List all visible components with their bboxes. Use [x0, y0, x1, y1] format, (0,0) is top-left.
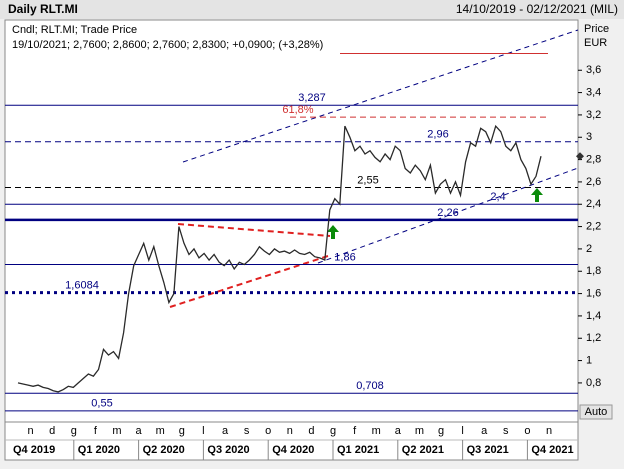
month-label: a	[136, 425, 143, 437]
y-tick-label: 0,8	[586, 377, 601, 389]
y-tick-label: 3,4	[586, 86, 601, 98]
quarter-label: Q2 2021	[402, 444, 444, 456]
auto-button-label[interactable]: Auto	[585, 406, 608, 418]
y-tick-label: 2,6	[586, 176, 601, 188]
month-label: s	[503, 425, 509, 437]
level-label: 2,55	[357, 174, 378, 186]
level-label: 0,708	[356, 380, 384, 392]
month-label: m	[372, 425, 381, 437]
trend-channel-upper	[182, 29, 579, 163]
y-tick-label: 2,2	[586, 220, 601, 232]
month-label: a	[222, 425, 229, 437]
level-label: 0,55	[91, 398, 112, 410]
month-label: m	[112, 425, 121, 437]
month-label: d	[308, 425, 314, 437]
level-label: 1,6084	[65, 280, 99, 292]
month-label: g	[71, 425, 77, 437]
buy-arrow	[327, 225, 339, 239]
info-text: 19/10/2021; 2,7600; 2,8600; 2,7600; 2,83…	[12, 39, 323, 51]
month-label: g	[179, 425, 185, 437]
month-label: a	[395, 425, 402, 437]
level-label: 2,26	[437, 207, 458, 219]
y-tick-label: 2,8	[586, 153, 601, 165]
last-price-marker	[576, 152, 584, 161]
month-label: f	[94, 425, 98, 437]
y-tick-label: 1,8	[586, 265, 601, 277]
month-label: n	[28, 425, 34, 437]
month-label: o	[524, 425, 530, 437]
quarter-label: Q4 2019	[13, 444, 55, 456]
month-label: o	[265, 425, 271, 437]
level-label: 1,86	[334, 251, 355, 263]
month-label: a	[481, 425, 488, 437]
month-label: m	[156, 425, 165, 437]
month-label: s	[244, 425, 250, 437]
month-label: d	[49, 425, 55, 437]
y-tick-label: 1	[586, 354, 592, 366]
month-label: f	[353, 425, 357, 437]
quarter-label: Q2 2020	[143, 444, 185, 456]
quarter-label: Q3 2020	[207, 444, 249, 456]
quarter-label: Q4 2020	[272, 444, 314, 456]
quarter-label: Q3 2021	[467, 444, 509, 456]
y-tick-label: 1,6	[586, 287, 601, 299]
y-label: Price	[584, 23, 609, 35]
y-tick-label: 2,4	[586, 198, 601, 210]
y-tick-label: 2	[586, 243, 592, 255]
quarter-label: Q4 2021	[531, 444, 573, 456]
buy-arrow	[531, 188, 543, 202]
y-tick-label: 1,2	[586, 332, 601, 344]
month-label: g	[438, 425, 444, 437]
quarter-label: Q1 2020	[78, 444, 120, 456]
trend-channel-lower	[317, 167, 579, 264]
month-label: g	[330, 425, 336, 437]
level-label: 61,8%	[282, 104, 313, 116]
month-label: l	[202, 425, 204, 437]
auto-button[interactable]	[579, 404, 613, 420]
date-range: 14/10/2019 - 02/12/2021 (MIL)	[456, 2, 618, 16]
y-tick-label: 3,6	[586, 64, 601, 76]
quarter-label: Q1 2021	[337, 444, 379, 456]
level-label: 2,96	[427, 129, 448, 141]
y-tick-label: 1,4	[586, 310, 601, 322]
triangle-upper	[177, 223, 331, 237]
month-label: n	[287, 425, 293, 437]
month-label: l	[461, 425, 463, 437]
y-unit: EUR	[584, 37, 607, 49]
header-bar	[0, 0, 624, 19]
price-line	[17, 124, 542, 393]
y-tick-label: 3	[586, 131, 592, 143]
y-tick-label: 3,2	[586, 109, 601, 121]
triangle-lower	[169, 255, 329, 308]
level-label: 3,287	[298, 92, 326, 104]
chart-title: Daily RLT.MI	[8, 2, 78, 16]
month-label: n	[546, 425, 552, 437]
legend-text: Cndl; RLT.MI; Trade Price	[12, 24, 137, 36]
level-label: 2,4	[490, 191, 505, 203]
x-axis-area	[4, 421, 579, 461]
month-label: m	[415, 425, 424, 437]
